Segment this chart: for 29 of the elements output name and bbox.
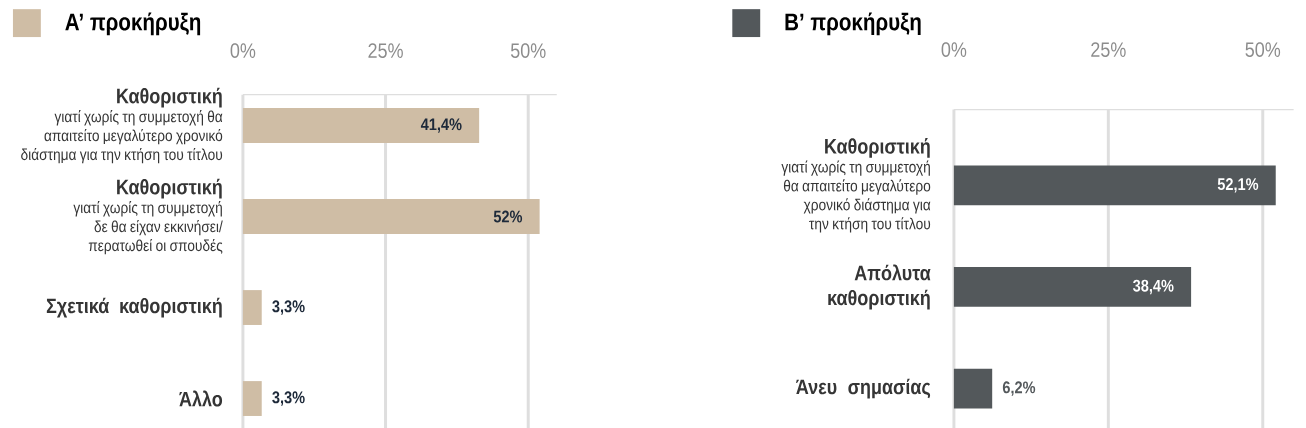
x-tick-label: 0%	[230, 42, 256, 58]
y-tick-label: Άλλο	[179, 390, 223, 407]
x-tick-label: 25%	[1091, 41, 1126, 57]
bar	[242, 289, 262, 325]
y-tick-label: Απόλυτα καθοριστική	[828, 264, 931, 310]
data-label: 41,4%	[420, 118, 462, 133]
bar	[242, 198, 540, 234]
legend-label: Β’ προκήρυξη	[785, 12, 921, 35]
y-tick-label: Καθοριστική γιατί χωρίς τη συμμετοχή δε θα είχαν εκκινήσει/ περατωθεί οι σπουδές	[73, 178, 223, 255]
x-tick-label: 50%	[510, 42, 546, 58]
x-tick-label: 50%	[1245, 41, 1281, 57]
bar	[242, 107, 480, 143]
x-tick-label: 0%	[941, 41, 967, 57]
y-tick-label: Άνευ σημασίας	[796, 378, 931, 399]
data-label: 52,1%	[1217, 177, 1259, 193]
bar	[953, 266, 1192, 307]
data-label: 6,2%	[1002, 381, 1036, 396]
y-tick-label: Καθοριστική γιατί χωρίς τη συμμετοχή θα απαιτείτο μεγαλύτερο χρονικό διάστημα για την κτήση του τίτλου	[21, 87, 223, 164]
bar	[242, 380, 262, 416]
data-label: 52%	[493, 210, 523, 223]
bar	[953, 368, 993, 409]
legend-label: Α’ προκήρυξη	[65, 12, 201, 35]
data-label: 3,3%	[272, 391, 305, 406]
x-tick-label: 25%	[368, 42, 403, 58]
data-label: 38,4%	[1132, 279, 1174, 294]
y-tick-label: Σχετικά καθοριστική	[46, 297, 222, 318]
y-tick-label: Καθοριστική γιατί χωρίς τη συμμετοχή θα απαιτείτο μεγαλύτερο χρονικό διάστημα για την κτήση του τίτλου	[781, 137, 931, 233]
data-label: 3,3%	[272, 300, 305, 315]
bar	[953, 165, 1276, 206]
